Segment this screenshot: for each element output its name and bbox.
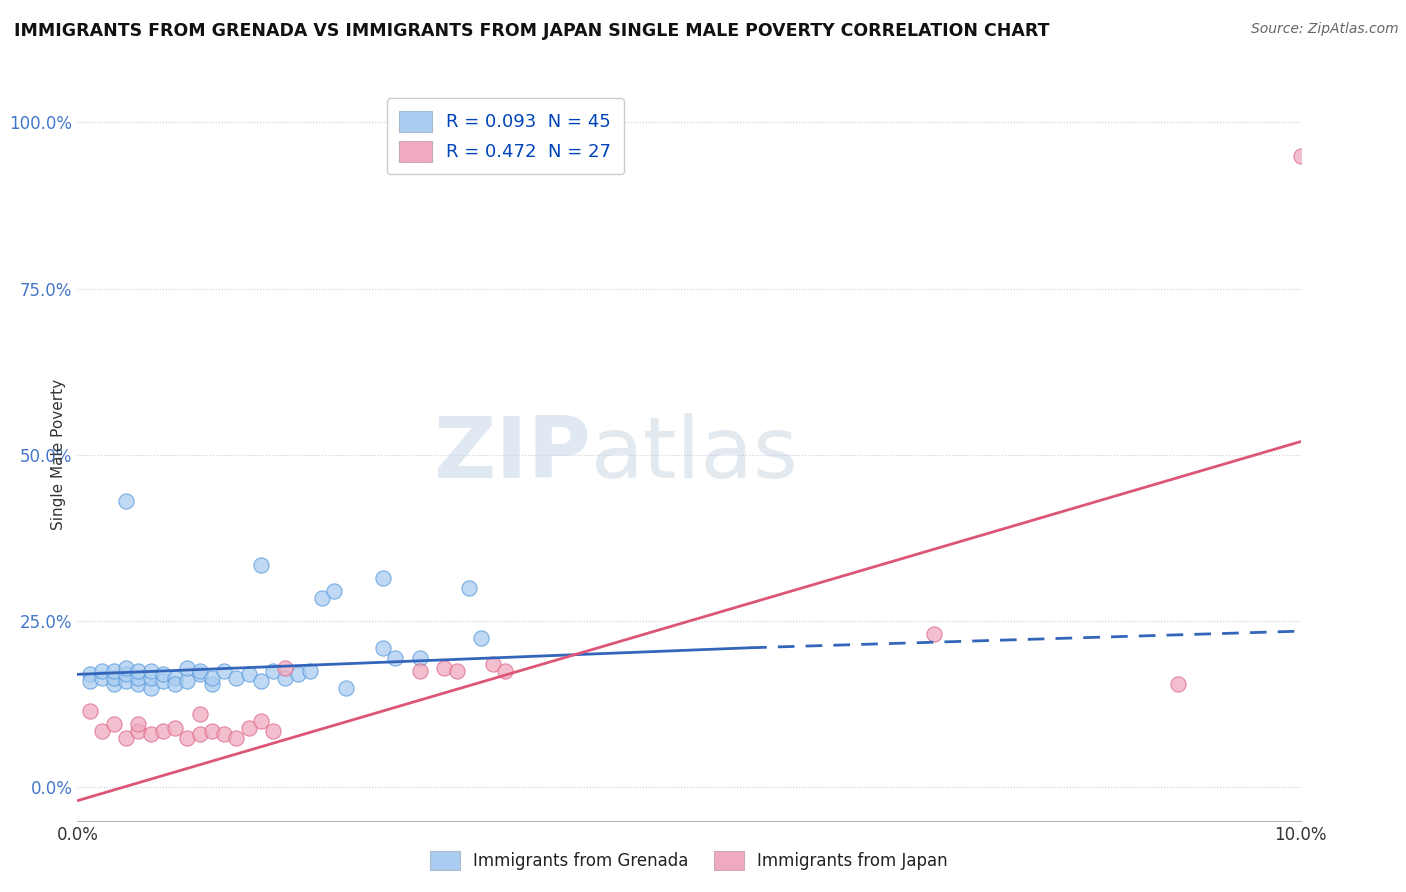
Point <box>90 723 112 738</box>
Point <box>212 664 235 678</box>
Point <box>298 664 321 678</box>
Point <box>128 717 150 731</box>
Point <box>103 671 125 685</box>
Point <box>165 671 187 685</box>
Point <box>188 727 211 741</box>
Point <box>115 494 138 508</box>
Point <box>250 673 273 688</box>
Point <box>274 661 297 675</box>
Point <box>79 704 101 718</box>
Point <box>470 631 492 645</box>
Point <box>238 667 260 681</box>
Point <box>225 731 247 745</box>
Point <box>103 664 125 678</box>
Point <box>433 661 456 675</box>
Point <box>128 664 150 678</box>
Point <box>139 727 162 741</box>
Point <box>212 727 235 741</box>
Point <box>188 664 211 678</box>
Point <box>201 671 224 685</box>
Text: atlas: atlas <box>591 413 799 497</box>
Point <box>115 673 138 688</box>
Text: Source: ZipAtlas.com: Source: ZipAtlas.com <box>1251 22 1399 37</box>
Point <box>165 721 187 735</box>
Point <box>250 714 273 728</box>
Point <box>1289 149 1312 163</box>
Point <box>922 627 945 641</box>
Point <box>1167 677 1189 691</box>
Point <box>152 723 174 738</box>
Point <box>128 723 150 738</box>
Point <box>409 664 432 678</box>
Point <box>482 657 505 672</box>
Point <box>250 558 273 572</box>
Point <box>323 584 346 599</box>
Y-axis label: Single Male Poverty: Single Male Poverty <box>51 379 66 531</box>
Point <box>115 731 138 745</box>
Point <box>176 673 198 688</box>
Point <box>457 581 479 595</box>
Point <box>384 650 406 665</box>
Point <box>139 681 162 695</box>
Point <box>176 661 198 675</box>
Point <box>103 677 125 691</box>
Point <box>152 673 174 688</box>
Point <box>262 723 284 738</box>
Point <box>188 667 211 681</box>
Point <box>90 664 112 678</box>
Point <box>128 677 150 691</box>
Point <box>115 667 138 681</box>
Point <box>371 640 394 655</box>
Point <box>335 681 357 695</box>
Point <box>90 671 112 685</box>
Point <box>201 677 224 691</box>
Point <box>188 707 211 722</box>
Point <box>446 664 468 678</box>
Point <box>274 671 297 685</box>
Point <box>165 677 187 691</box>
Point <box>79 673 101 688</box>
Point <box>371 571 394 585</box>
Point <box>311 591 333 605</box>
Point <box>287 667 309 681</box>
Point <box>225 671 247 685</box>
Point <box>79 667 101 681</box>
Text: IMMIGRANTS FROM GRENADA VS IMMIGRANTS FROM JAPAN SINGLE MALE POVERTY CORRELATION: IMMIGRANTS FROM GRENADA VS IMMIGRANTS FR… <box>14 22 1049 40</box>
Point <box>103 717 125 731</box>
Point <box>176 731 198 745</box>
Point <box>238 721 260 735</box>
Text: ZIP: ZIP <box>433 413 591 497</box>
Point <box>152 667 174 681</box>
Point <box>115 661 138 675</box>
Point <box>409 650 432 665</box>
Point <box>139 671 162 685</box>
Legend: Immigrants from Grenada, Immigrants from Japan: Immigrants from Grenada, Immigrants from… <box>422 842 956 878</box>
Point <box>262 664 284 678</box>
Point <box>201 723 224 738</box>
Point <box>495 664 517 678</box>
Point <box>128 671 150 685</box>
Point <box>139 664 162 678</box>
